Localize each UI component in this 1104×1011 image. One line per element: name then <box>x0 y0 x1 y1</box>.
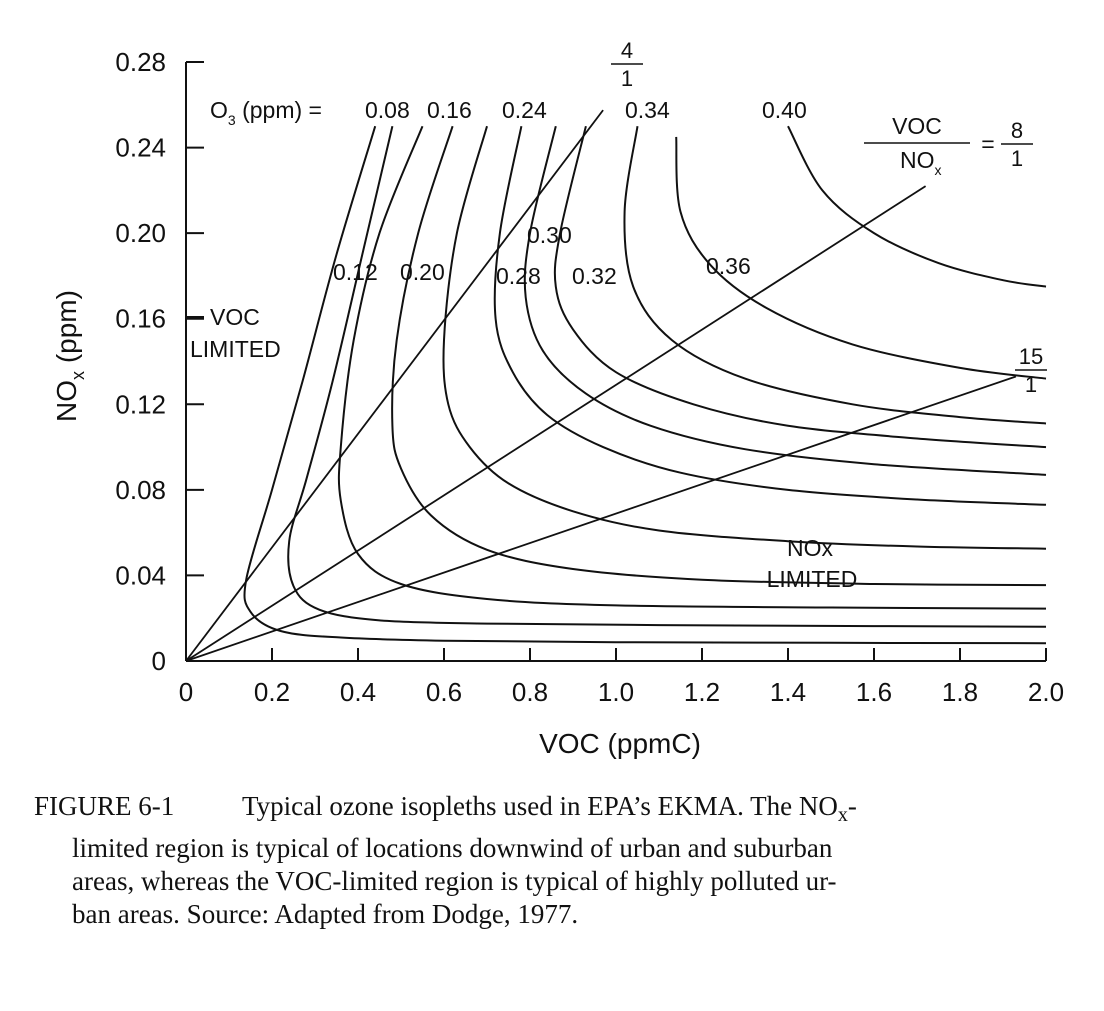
isopleth-0-16 <box>337 125 1047 610</box>
nox-limited-label-1: NOx <box>787 535 834 561</box>
y-tick-label: 0 <box>152 646 166 676</box>
x-tick-label: 1.6 <box>856 677 892 707</box>
isopleth-0-28 <box>493 126 1047 506</box>
caption-nox-subscript: x <box>837 804 848 826</box>
voc-nox-ratio-lines <box>185 109 1017 662</box>
voc-limited-label-1: VOC <box>210 304 260 330</box>
figure-caption: FIGURE 6-1 Typical ozone isopleths used i… <box>34 790 1044 931</box>
isopleth-label-0-16: 0.16 <box>427 97 472 123</box>
x-tick-label: 1.2 <box>684 677 720 707</box>
isopleth-label-0-08: 0.08 <box>365 97 410 123</box>
isopleth-0-08 <box>243 125 1047 645</box>
isopleth-0-12 <box>287 125 1047 628</box>
ratio-label-4-1-numerator: 4 <box>621 38 633 63</box>
caption-text-1: Typical ozone isopleths used in EPA’s EK… <box>242 791 838 821</box>
isopleth-label-0-20: 0.20 <box>400 259 445 285</box>
isopleth-label-0-28: 0.28 <box>496 263 541 289</box>
isopleth-label-0-36: 0.36 <box>706 253 751 279</box>
axes: 0 0.2 0.4 0.6 0.8 1.0 1.2 1.4 1.6 1.8 2.0 0 0.04 0.08… <box>51 47 1064 759</box>
isopleth-curves <box>243 125 1047 645</box>
isopleth-label-0-32: 0.32 <box>572 263 617 289</box>
isopleth-0-36 <box>675 136 1047 380</box>
ratio-nox-subscript: x <box>935 162 942 178</box>
x-tick-label: 0.2 <box>254 677 290 707</box>
isopleth-0-32 <box>553 125 1047 449</box>
o3-legend-prefix: O3 (ppm) = <box>210 97 322 128</box>
isopleth-label-0-12: 0.12 <box>333 259 378 285</box>
isopleth-0-24 <box>442 125 1047 550</box>
caption-line-1: FIGURE 6-1 Typical ozone isopleths used i… <box>34 790 1044 832</box>
annotations: O3 (ppm) = 0.080.120.160.200.240.280.300.… <box>186 38 1047 592</box>
y-tick-label: 0.28 <box>115 47 166 77</box>
y-axis-title: NOx (ppm) <box>51 290 88 422</box>
y-axis-title-subscript: x <box>68 371 88 380</box>
isopleth-label-0-30: 0.30 <box>527 222 572 248</box>
ratio-nox-main: NO <box>900 147 935 173</box>
x-tick-label: 0.6 <box>426 677 462 707</box>
ratio-line-8-1 <box>185 185 927 662</box>
isopleth-0-30 <box>523 125 1047 476</box>
y-tick-label: 0.24 <box>115 133 166 163</box>
caption-line-2: limited region is typical of locations d… <box>72 833 833 863</box>
x-tick-label: 1.0 <box>598 677 634 707</box>
x-tick-label: 0.8 <box>512 677 548 707</box>
isopleth-label-0-40: 0.40 <box>762 97 807 123</box>
voc-limited-label-2: LIMITED <box>190 336 281 362</box>
ratio-label-15-1-denominator: 1 <box>1025 372 1037 397</box>
y-tick-label: 0.12 <box>115 389 166 419</box>
ratio-voc-numerator: VOC <box>892 113 942 139</box>
x-tick-label: 1.8 <box>942 677 978 707</box>
isopleth-0-20 <box>391 125 1047 587</box>
nox-limited-label-2: LIMITED <box>767 566 858 592</box>
caption-line-3: areas, whereas the VOC-limited region is… <box>72 866 837 896</box>
isopleth-label-0-24: 0.24 <box>502 97 547 123</box>
y-axis-title-main: NO <box>51 380 82 422</box>
y-tick-label: 0.16 <box>115 304 166 334</box>
caption-line-4: ban areas. Source: Adapted from Dodge, 1… <box>72 899 579 929</box>
ratio-label-15-1-numerator: 15 <box>1019 344 1043 369</box>
isopleth-0-40 <box>787 125 1047 288</box>
o3-prefix-o: O <box>210 97 228 123</box>
ratio-nox-denominator: NOx <box>900 147 942 178</box>
y-tick-label: 0.04 <box>115 560 166 590</box>
ozone-isopleth-chart: 0 0.2 0.4 0.6 0.8 1.0 1.2 1.4 1.6 1.8 2.0 0 0.04 0.08… <box>51 38 1064 759</box>
x-tick-label: 1.4 <box>770 677 806 707</box>
y-axis-title-unit: (ppm) <box>51 290 82 371</box>
y-tick-label: 0.08 <box>115 475 166 505</box>
isopleth-0-34 <box>623 126 1047 425</box>
ratio-label-8-1-denominator: 1 <box>1011 146 1023 171</box>
isopleth-label-0-34: 0.34 <box>625 97 670 123</box>
x-tick-label: 0 <box>179 677 193 707</box>
o3-prefix-rest: (ppm) = <box>236 97 322 123</box>
x-tick-label: 2.0 <box>1028 677 1064 707</box>
x-axis-title: VOC (ppmC) <box>539 728 701 759</box>
o3-prefix-subscript: 3 <box>228 112 236 128</box>
x-tick-label: 0.4 <box>340 677 376 707</box>
ratio-line-4-1 <box>185 109 604 662</box>
y-tick-label: 0.20 <box>115 218 166 248</box>
figure-label: FIGURE 6-1 <box>34 791 175 821</box>
caption-hyphen: - <box>847 791 857 821</box>
ratio-label-4-1-denominator: 1 <box>621 66 633 91</box>
ratio-label-8-1-numerator: 8 <box>1011 118 1023 143</box>
ratio-equals-sign: = <box>981 131 994 157</box>
